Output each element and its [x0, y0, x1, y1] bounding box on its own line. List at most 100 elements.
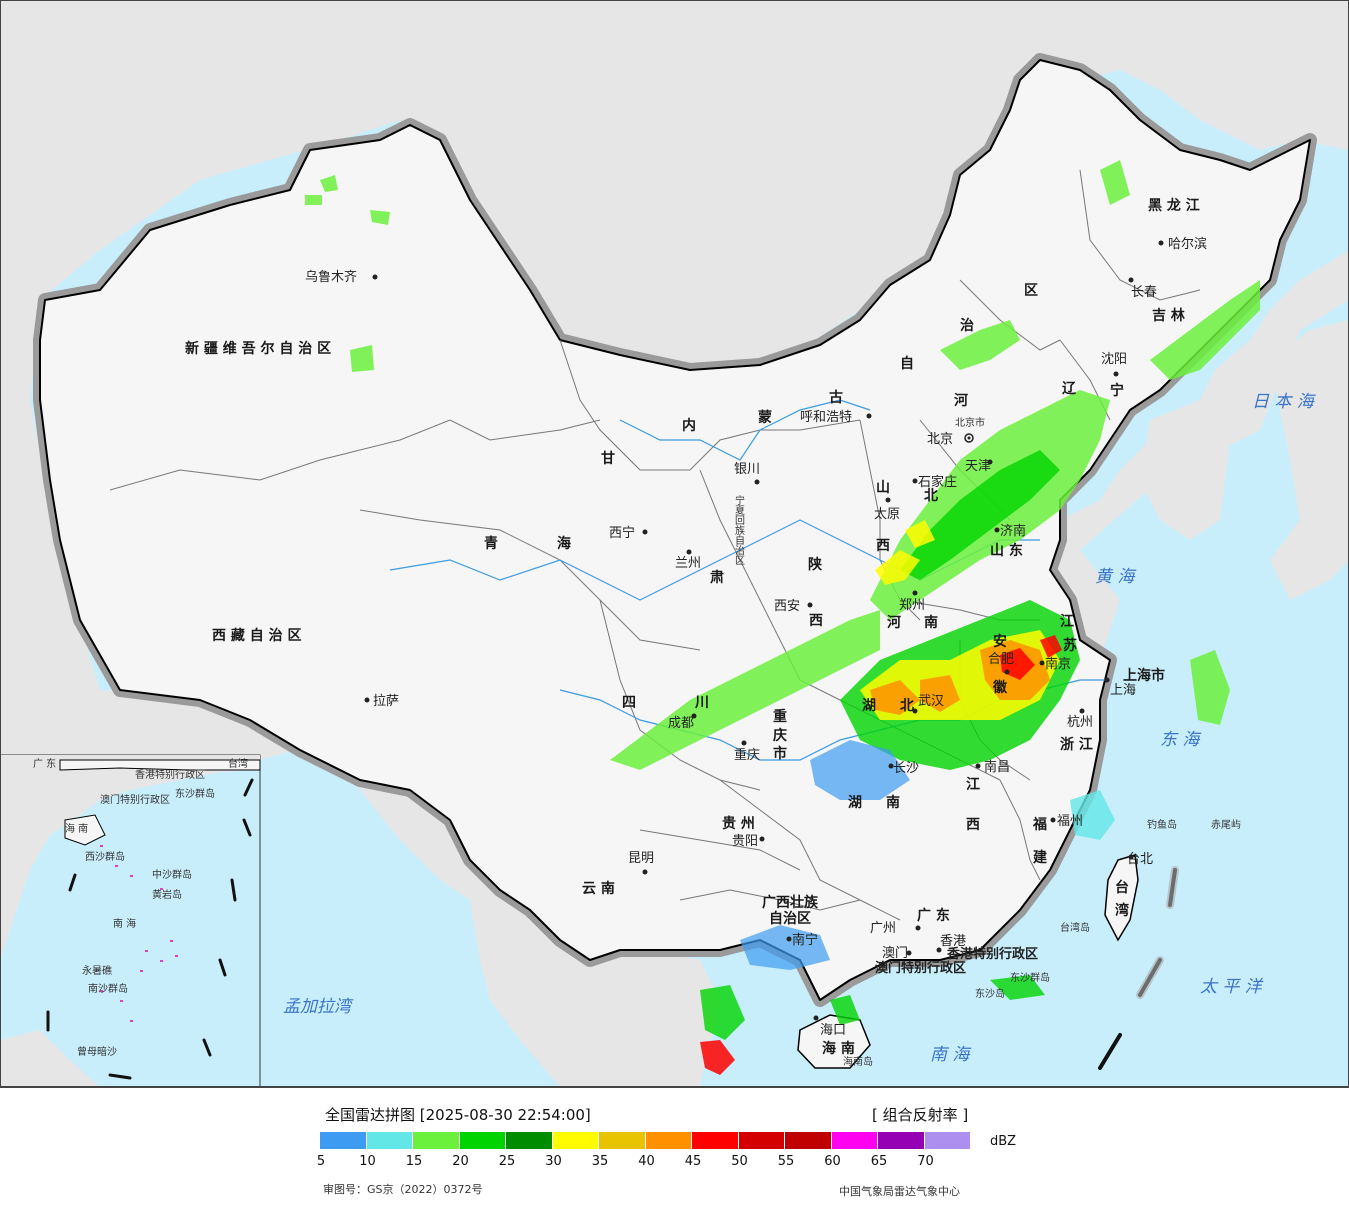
echo-fujian-blue: [1070, 790, 1115, 840]
province-label-liaoning-1: 辽: [1062, 381, 1077, 397]
scale-tick-label: 5: [316, 1154, 326, 1169]
color-swatch: [878, 1132, 924, 1149]
province-label-guangxi-1: 广西壮族: [762, 894, 819, 911]
city-label-beijing: 北京: [927, 432, 953, 447]
province-label-ningxia: 宁夏回族自治区: [733, 494, 745, 565]
hainan-island-shape: [797, 1014, 871, 1069]
city-label-guangzhou: 广州: [870, 921, 896, 936]
scale-tick-label: 20: [452, 1154, 469, 1169]
province-label-heilongjiang: 黑 龙 江: [1148, 197, 1200, 214]
province-label-hainan: 海 南: [822, 1040, 855, 1057]
foreign-land: [0, 0, 1349, 1087]
city-label-chongqing: 重庆: [734, 747, 760, 763]
inset-label-hainan: 海 南: [65, 822, 88, 835]
sea-label-mengjiala: 孟加拉湾: [283, 997, 354, 1017]
province-label-hebei-1: 河: [954, 392, 968, 409]
province-label-hebei-2: 北: [924, 488, 938, 504]
province-label-hubei-2: 北: [900, 698, 914, 714]
inset-label-south-sea: 南 海: [113, 917, 136, 930]
inset-label-zhongsha: 中沙群岛: [152, 868, 192, 881]
province-label-qinghai-1: 青: [484, 535, 498, 552]
sea-labels: 日 本 海 黄 海 东 海 南 海 太 平 洋 孟加拉湾: [283, 392, 1317, 1065]
province-label-guangdong: 广 东: [917, 907, 950, 924]
province-label-gansu-2: 肃: [710, 569, 724, 586]
province-label-taiwan-2: 湾: [1115, 902, 1129, 919]
scale-tick-label: 30: [545, 1154, 562, 1169]
province-label-henan-1: 河: [887, 614, 901, 631]
legend-panel: 全国雷达拼图 [2025-08-30 22:54:00] [ 组合反射率 ] d…: [0, 1087, 1349, 1209]
city-label-changsha: 长沙: [893, 761, 919, 776]
city-label-shenyang: 沈阳: [1101, 352, 1127, 367]
province-label-jiangsu-2: 苏: [1063, 637, 1077, 654]
province-label-sichuan-2: 川: [694, 695, 709, 711]
china-border: [39, 59, 1311, 1001]
legend-product: [ 组合反射率 ]: [872, 1106, 969, 1124]
inset-label-yongshu: 永暑礁: [82, 964, 112, 977]
color-swatch: [831, 1132, 877, 1149]
province-label-shanghai: 上海市: [1123, 667, 1165, 684]
province-label-qinghai-2: 海: [557, 535, 571, 552]
city-label-taiyuan: 太原: [874, 507, 900, 522]
city-label-changchun: 长春: [1131, 285, 1157, 300]
city-label-nanning: 南宁: [792, 932, 818, 948]
province-label-jiangxi-1: 江: [966, 776, 980, 793]
island-label-dongsha-qundao: 东沙群岛: [1010, 971, 1050, 984]
city-labels: 乌鲁木齐 拉萨 西宁 兰州 银川 呼和浩特 北京 北京市 天津 石家庄 太原 济…: [305, 236, 1207, 1038]
city-label-nanjing: 南京: [1045, 656, 1071, 672]
city-label-hefei: 合肥: [988, 652, 1014, 667]
city-label-taipei: 台北: [1127, 852, 1153, 867]
color-swatch: [320, 1132, 366, 1149]
korea-japan-land: [1140, 320, 1349, 600]
city-label-nanchang: 南昌: [984, 759, 1010, 775]
province-label-xizang: 西 藏 自 治 区: [212, 627, 302, 644]
echo-hunan-blue: [810, 740, 910, 800]
province-label-macau: 澳门特别行政区: [875, 960, 966, 976]
island-labels: 钓鱼岛 赤尾屿 台湾岛 东沙群岛 东沙岛 海南岛: [843, 818, 1241, 1068]
echo-northeast: [940, 160, 1260, 380]
city-label-chengdu: 成都: [668, 716, 694, 731]
city-markers: [364, 240, 1164, 1021]
province-label-henan-2: 南: [924, 614, 938, 631]
taiwan-island-shape: [1104, 854, 1139, 942]
island-label-hainan: 海南岛: [843, 1055, 873, 1068]
province-label-guangxi-2: 自治区: [769, 910, 811, 927]
radar-map: 新 疆 维 吾 尔 自 治 区 西 藏 自 治 区 青 海 甘 肃 内 蒙 古 …: [0, 0, 1349, 1087]
island-label-taiwan: 台湾岛: [1060, 921, 1090, 934]
province-label-nmg-2: 蒙: [758, 409, 772, 426]
province-label-hunan-2: 南: [886, 794, 900, 811]
province-label-liaoning-2: 宁: [1110, 382, 1124, 399]
city-label-hohhot: 呼和浩特: [800, 410, 852, 425]
scale-tick-label: 35: [591, 1154, 609, 1169]
province-label-xinjiang: 新 疆 维 吾 尔 自 治 区: [185, 340, 331, 357]
color-swatch: [738, 1132, 784, 1149]
sea-label-riben: 日 本 海: [1252, 392, 1317, 412]
color-swatch: [924, 1132, 970, 1149]
echo-south-sea: [700, 975, 1045, 1040]
echo-central-red: [1000, 635, 1062, 680]
city-label-haikou: 海口: [820, 1023, 846, 1038]
nine-dash-halo: [1136, 866, 1179, 999]
province-label-sichuan-1: 四: [622, 695, 636, 711]
province-label-zhejiang: 浙 江: [1060, 736, 1093, 753]
city-label-lanzhou: 兰州: [675, 556, 701, 571]
province-label-taiwan-1: 台: [1115, 879, 1129, 896]
radar-echoes: [305, 160, 1260, 1075]
echo-east-sea: [1190, 650, 1230, 725]
province-label-fujian-1: 福: [1032, 816, 1047, 833]
south-sea-inset: 广 东 香港特别行政区 澳门特别行政区 台湾 海 南 南 海 东沙群岛 西沙群岛…: [0, 754, 261, 1087]
city-label-guiyang: 贵阳: [732, 834, 758, 849]
city-label-xining: 西宁: [609, 525, 635, 541]
province-label-jiangsu-1: 江: [1060, 613, 1074, 630]
province-label-fujian-2: 建: [1033, 849, 1047, 866]
province-label-nmg-3: 古: [829, 389, 843, 406]
inset-label-macau: 澳门特别行政区: [100, 793, 170, 806]
city-label-kunming: 昆明: [628, 851, 654, 866]
city-label-zhengzhou: 郑州: [899, 598, 925, 613]
province-label-hunan-1: 湖: [848, 795, 862, 811]
inset-label-taiwan: 台湾: [228, 757, 248, 770]
province-label-hongkong: 香港特别行政区: [946, 946, 1038, 962]
inset-label-zengmu: 曾母暗沙: [77, 1045, 117, 1058]
city-label-jinan: 济南: [1000, 523, 1026, 539]
city-label-wuhan: 武汉: [918, 694, 944, 709]
province-label-shaanxi-1: 陕: [808, 556, 822, 573]
